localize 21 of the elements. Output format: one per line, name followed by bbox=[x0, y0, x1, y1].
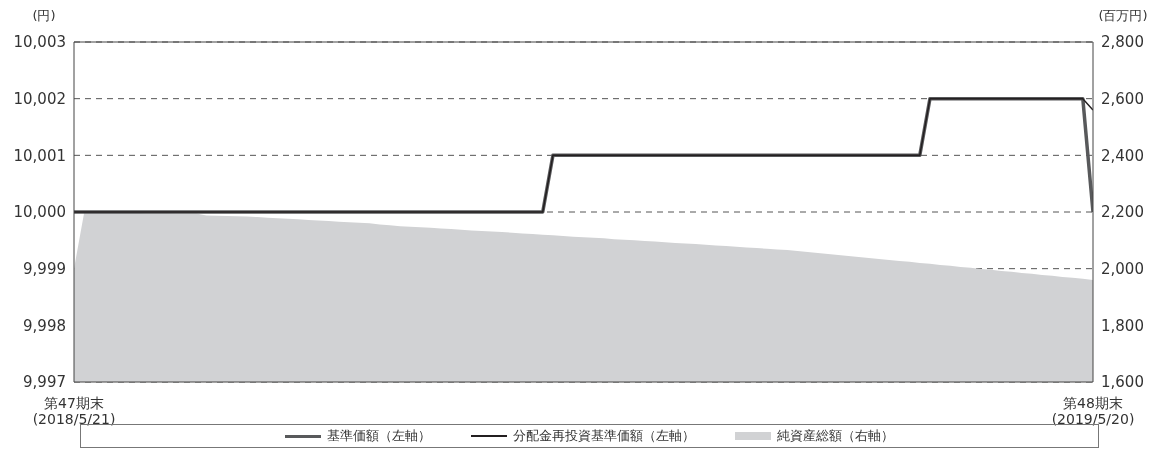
y-axis-title: (円) bbox=[32, 8, 56, 23]
y2-tick-label: 2,800 bbox=[1101, 33, 1144, 52]
x-tick-label: 第48期末 (2019/5/20) bbox=[1051, 395, 1135, 428]
y2-tick-label: 2,000 bbox=[1101, 259, 1144, 278]
y-tick-label: 9,998 bbox=[23, 316, 66, 335]
y-tick-label: 10,001 bbox=[13, 146, 66, 165]
y2-tick-label: 1,800 bbox=[1101, 316, 1144, 335]
y-tick-label: 10,002 bbox=[13, 89, 66, 108]
y2-tick-label: 2,400 bbox=[1101, 146, 1144, 165]
y-tick-label: 9,997 bbox=[23, 373, 66, 392]
y-tick-label: 10,000 bbox=[13, 203, 66, 222]
y2-tick-label: 1,600 bbox=[1101, 373, 1144, 392]
legend-label: 純資産総額（右軸） bbox=[777, 427, 894, 445]
y2-tick-label: 2,200 bbox=[1101, 203, 1144, 222]
legend-label: 基準価額（左軸） bbox=[327, 427, 431, 445]
y-tick-label: 10,003 bbox=[13, 33, 66, 52]
x-tick-label: 第47期末 (2018/5/21) bbox=[32, 395, 116, 428]
y-tick-label: 9,999 bbox=[23, 259, 66, 278]
y2-axis-title: (百万円) bbox=[1098, 8, 1148, 23]
legend-label: 分配金再投資基準価額（左軸） bbox=[513, 427, 695, 445]
y2-tick-label: 2,600 bbox=[1101, 89, 1144, 108]
